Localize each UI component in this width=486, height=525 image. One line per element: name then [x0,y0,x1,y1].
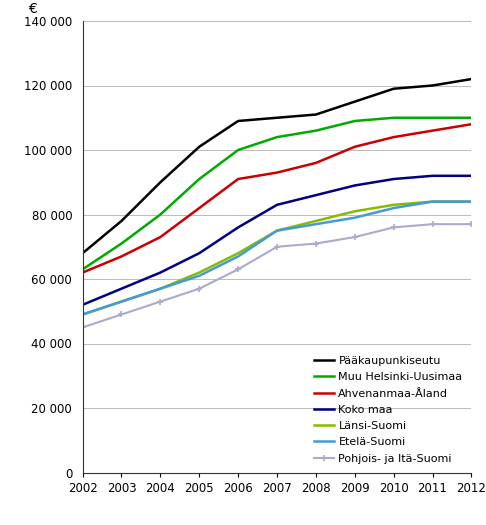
Etelä-Suomi [469,198,474,205]
Ahvenanmaa-Åland [80,269,86,276]
Muu Helsinki-Uusimaa [119,240,124,247]
Ahvenanmaa-Åland [119,253,124,259]
Pääkaupunkiseutu [274,114,280,121]
Line: Pääkaupunkiseutu: Pääkaupunkiseutu [83,79,471,253]
Muu Helsinki-Uusimaa [391,114,397,121]
Koko maa [352,182,358,188]
Pohjois- ja Itä-Suomi [430,221,435,227]
Pääkaupunkiseutu [352,99,358,105]
Line: Etelä-Suomi: Etelä-Suomi [83,202,471,314]
Koko maa [469,173,474,179]
Etelä-Suomi [430,198,435,205]
Text: €: € [28,3,37,16]
Koko maa [430,173,435,179]
Pohjois- ja Itä-Suomi [391,224,397,230]
Etelä-Suomi [157,286,163,292]
Länsi-Suomi [235,250,241,256]
Koko maa [157,269,163,276]
Ahvenanmaa-Åland [274,170,280,176]
Pohjois- ja Itä-Suomi [235,266,241,272]
Pääkaupunkiseutu [469,76,474,82]
Muu Helsinki-Uusimaa [469,114,474,121]
Koko maa [235,224,241,230]
Pohjois- ja Itä-Suomi [157,298,163,304]
Pääkaupunkiseutu [80,250,86,256]
Pohjois- ja Itä-Suomi [80,324,86,331]
Pääkaupunkiseutu [196,144,202,150]
Länsi-Suomi [196,269,202,276]
Koko maa [391,176,397,182]
Line: Muu Helsinki-Uusimaa: Muu Helsinki-Uusimaa [83,118,471,269]
Länsi-Suomi [391,202,397,208]
Länsi-Suomi [313,218,319,224]
Pohjois- ja Itä-Suomi [274,244,280,250]
Line: Pohjois- ja Itä-Suomi: Pohjois- ja Itä-Suomi [79,220,475,331]
Länsi-Suomi [80,311,86,318]
Muu Helsinki-Uusimaa [80,266,86,272]
Länsi-Suomi [469,198,474,205]
Länsi-Suomi [352,208,358,214]
Pohjois- ja Itä-Suomi [313,240,319,247]
Muu Helsinki-Uusimaa [352,118,358,124]
Pääkaupunkiseutu [235,118,241,124]
Ahvenanmaa-Åland [313,160,319,166]
Line: Koko maa: Koko maa [83,176,471,305]
Muu Helsinki-Uusimaa [274,134,280,140]
Koko maa [313,192,319,198]
Muu Helsinki-Uusimaa [196,176,202,182]
Pohjois- ja Itä-Suomi [196,286,202,292]
Ahvenanmaa-Åland [430,128,435,134]
Ahvenanmaa-Åland [469,121,474,128]
Koko maa [119,286,124,292]
Muu Helsinki-Uusimaa [313,128,319,134]
Etelä-Suomi [352,215,358,221]
Ahvenanmaa-Åland [157,234,163,240]
Pääkaupunkiseutu [157,179,163,185]
Länsi-Suomi [157,286,163,292]
Koko maa [80,302,86,308]
Etelä-Suomi [391,205,397,211]
Line: Ahvenanmaa-Åland: Ahvenanmaa-Åland [83,124,471,272]
Etelä-Suomi [119,298,124,304]
Pohjois- ja Itä-Suomi [119,311,124,318]
Länsi-Suomi [430,198,435,205]
Pääkaupunkiseutu [391,86,397,92]
Muu Helsinki-Uusimaa [235,147,241,153]
Ahvenanmaa-Åland [352,144,358,150]
Pohjois- ja Itä-Suomi [352,234,358,240]
Etelä-Suomi [235,253,241,259]
Pääkaupunkiseutu [430,82,435,89]
Pääkaupunkiseutu [119,218,124,224]
Länsi-Suomi [274,227,280,234]
Muu Helsinki-Uusimaa [430,114,435,121]
Pohjois- ja Itä-Suomi [469,221,474,227]
Etelä-Suomi [80,311,86,318]
Koko maa [274,202,280,208]
Ahvenanmaa-Åland [235,176,241,182]
Line: Länsi-Suomi: Länsi-Suomi [83,202,471,314]
Pääkaupunkiseutu [313,111,319,118]
Koko maa [196,250,202,256]
Ahvenanmaa-Åland [196,205,202,211]
Ahvenanmaa-Åland [391,134,397,140]
Etelä-Suomi [313,221,319,227]
Muu Helsinki-Uusimaa [157,212,163,218]
Legend: Pääkaupunkiseutu, Muu Helsinki-Uusimaa, Ahvenanmaa-Åland, Koko maa, Länsi-Suomi,: Pääkaupunkiseutu, Muu Helsinki-Uusimaa, … [311,353,466,467]
Etelä-Suomi [274,227,280,234]
Länsi-Suomi [119,298,124,304]
Etelä-Suomi [196,272,202,279]
